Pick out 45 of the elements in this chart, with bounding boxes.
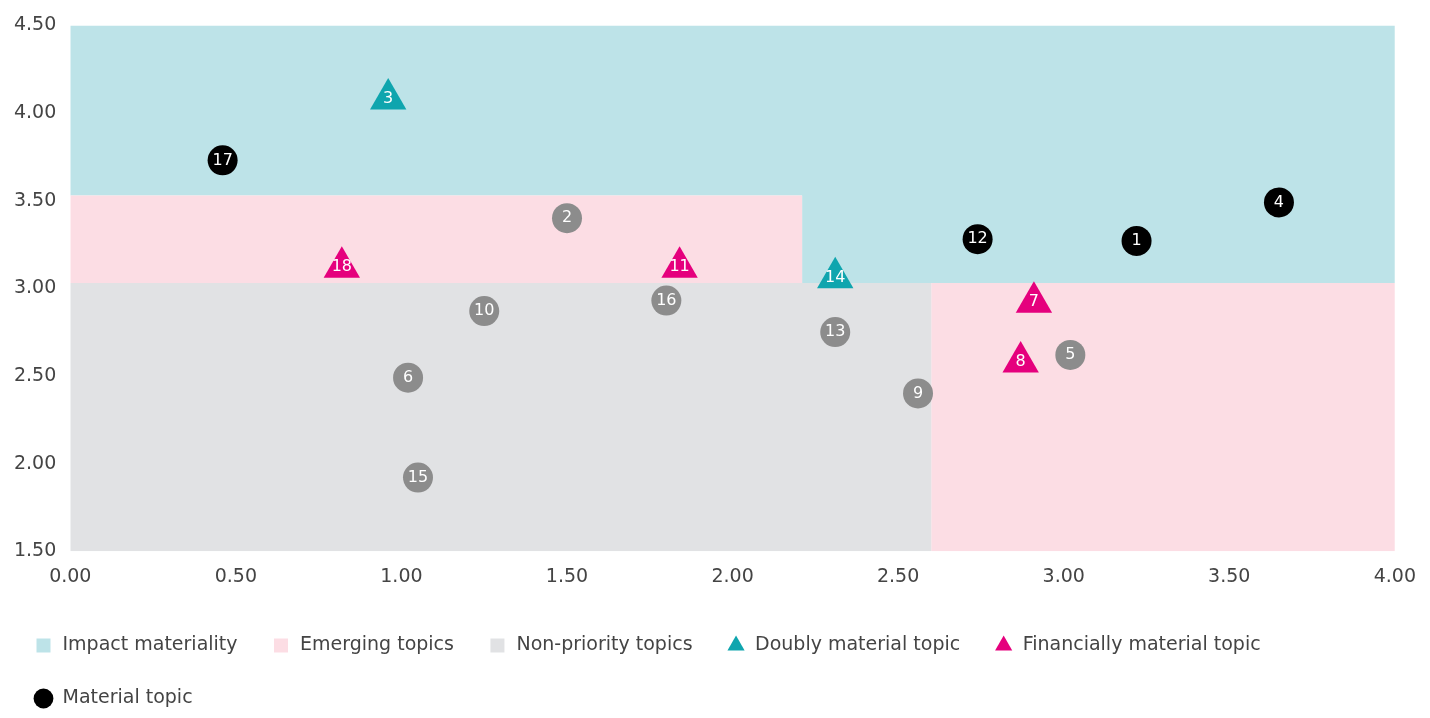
annotation: 5: [1065, 344, 1076, 364]
y-tick-label: 4.50: [13, 12, 57, 35]
annotation: 12: [967, 228, 988, 248]
annotation: 4: [1273, 191, 1285, 211]
x-tick-label: 0.00: [49, 563, 92, 586]
y-tick-label: 2.00: [13, 450, 57, 473]
x-tick-label: 0.50: [214, 563, 258, 586]
legend-label: Impact materiality: [62, 632, 238, 655]
annotation: 2: [561, 207, 573, 227]
x-tick-label: 3.50: [1208, 563, 1251, 586]
x-tick-label: 1.00: [380, 563, 423, 586]
point: [1121, 225, 1152, 256]
annotation: 8: [1015, 351, 1026, 371]
legend-label: Non-priority topics: [516, 632, 693, 655]
x-tick-label: 4.00: [1373, 563, 1416, 586]
point: [552, 203, 583, 234]
annotation: 1: [1131, 230, 1142, 250]
point: [903, 378, 934, 409]
x-tick-label: 2.00: [711, 563, 754, 586]
point: [393, 362, 424, 393]
x-tick-label: 3.00: [1042, 563, 1085, 586]
annotation: 10: [474, 300, 495, 320]
annotation: 11: [669, 256, 690, 276]
point: [1055, 339, 1086, 370]
annotation: 3: [383, 88, 394, 108]
annotation: 7: [1028, 291, 1039, 311]
y-tick-label: 4.00: [13, 99, 57, 122]
legend-label: Emerging topics: [300, 632, 454, 655]
legend-label: Financially material topic: [1022, 632, 1261, 655]
annotation: 18: [331, 256, 353, 276]
legend-label: Material topic: [62, 685, 193, 708]
annotation: 15: [407, 466, 429, 486]
annotation: 6: [402, 366, 414, 386]
legend-label: Doubly material topic: [755, 632, 961, 655]
x-tick-label: 1.50: [545, 563, 589, 586]
annotation: 14: [825, 266, 846, 286]
y-tick-label: 2.50: [13, 362, 57, 385]
annotation: 9: [912, 382, 924, 402]
y-tick-label: 3.50: [13, 187, 57, 210]
annotation: 17: [212, 149, 233, 169]
y-tick-label: 1.50: [13, 538, 57, 561]
x-tick-label: 2.50: [876, 563, 920, 586]
annotation: 13: [825, 321, 846, 341]
y-tick-label: 3.00: [13, 275, 57, 298]
annotation: 16: [656, 289, 677, 309]
